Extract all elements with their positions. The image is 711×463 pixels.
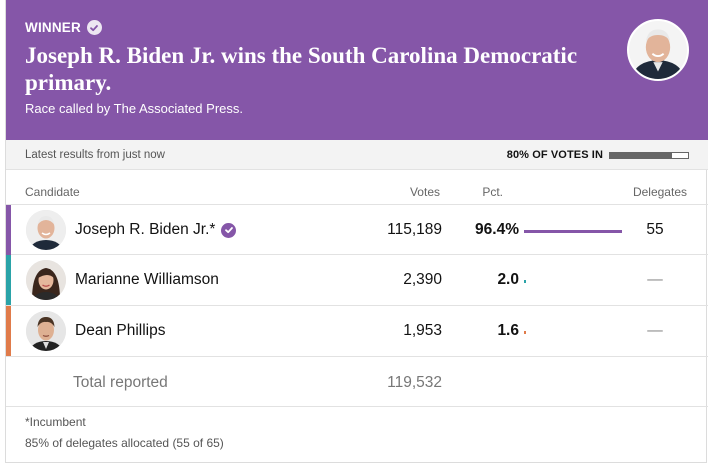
total-label: Total reported [73, 374, 168, 391]
avatar [26, 311, 66, 351]
candidate-delegates: 55 [646, 221, 664, 238]
winner-label: WINNER [25, 20, 81, 35]
candidate-name-cell: Marianne Williamson [75, 271, 219, 289]
table-row: Joseph R. Biden Jr.* 115,189 96.4% 55 [6, 204, 708, 255]
candidate-votes: 2,390 [403, 271, 442, 288]
candidate-delegates: — [647, 271, 663, 288]
candidate-votes: 1,953 [403, 322, 442, 339]
total-row: Total reported 119,532 [6, 357, 708, 407]
pct-bar [524, 230, 622, 233]
candidate-name-cell: Joseph R. Biden Jr.* [75, 221, 237, 239]
col-header-candidate: Candidate [25, 185, 80, 199]
candidate-color-strip [6, 255, 11, 305]
candidate-name-cell: Dean Phillips [75, 322, 165, 340]
candidate-name: Marianne Williamson [75, 271, 219, 288]
results-card: WINNER Joseph R. Biden Jr. wins the Sout… [5, 0, 708, 463]
avatar [26, 260, 66, 300]
candidate-pct: 1.6 [497, 322, 519, 339]
winner-banner: WINNER Joseph R. Biden Jr. wins the Sout… [6, 0, 708, 140]
candidate-votes: 115,189 [387, 221, 442, 238]
reporting-label: 80% OF VOTES IN [506, 149, 603, 161]
race-called-note: Race called by The Associated Press. [25, 101, 243, 116]
reporting-bar [609, 151, 689, 159]
pct-bar [524, 280, 526, 283]
col-header-delegates: Delegates [632, 185, 687, 199]
candidate-pct: 2.0 [497, 271, 519, 288]
winner-row: WINNER [25, 20, 102, 35]
col-header-pct: Pct. [482, 185, 503, 199]
reporting-bar-fill [610, 152, 673, 158]
table-row: Marianne Williamson 2,390 2.0 — [6, 255, 708, 306]
pct-bar [524, 331, 526, 334]
checkmark-icon [86, 20, 102, 35]
candidate-pct: 96.4% [475, 221, 519, 238]
candidate-color-strip [6, 205, 11, 255]
candidate-name: Dean Phillips [75, 322, 166, 339]
candidate-color-strip [6, 306, 11, 356]
headline: Joseph R. Biden Jr. wins the South Carol… [25, 43, 578, 95]
avatar [26, 210, 66, 250]
table-row: Dean Phillips 1,953 1.6 — [6, 306, 708, 357]
winner-avatar [627, 19, 689, 81]
reporting-indicator: 80% OF VOTES IN [507, 149, 689, 161]
incumbent-footnote: *Incumbent [25, 415, 86, 429]
candidate-name: Joseph R. Biden Jr.* [75, 221, 216, 238]
status-bar: Latest results from just now 80% OF VOTE… [6, 140, 708, 170]
col-header-votes: Votes [409, 185, 440, 199]
total-votes: 119,532 [387, 374, 442, 391]
winner-check-icon [221, 222, 237, 238]
candidate-delegates: — [647, 322, 663, 339]
last-updated: Latest results from just now [25, 149, 165, 161]
delegates-footnote: 85% of delegates allocated (55 of 65) [25, 436, 224, 450]
